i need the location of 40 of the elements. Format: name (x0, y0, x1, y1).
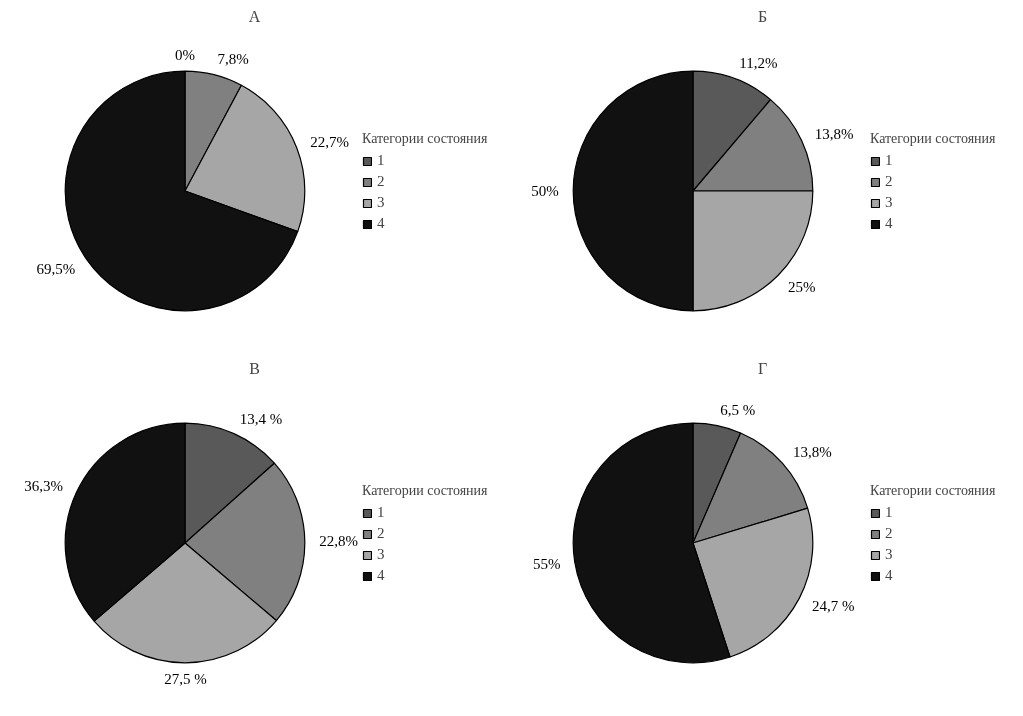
legend-title: Категории состояния (362, 131, 488, 147)
legend-label: 2 (377, 525, 386, 542)
chart-title: Б (757, 7, 768, 25)
legend-label: 2 (885, 173, 894, 190)
data-label: 50% (531, 183, 559, 199)
data-label: 13,8% (814, 125, 854, 142)
data-label: 22,7% (310, 134, 349, 151)
legend-title: Категории состояния (362, 483, 488, 499)
chart-title: В (249, 359, 260, 377)
data-label: 11,2% (739, 55, 778, 72)
data-label: 36,3% (24, 478, 64, 495)
legend-label: 1 (377, 152, 386, 169)
legend-label: 3 (377, 194, 386, 211)
legend-label: 3 (885, 194, 894, 211)
legend-label: 4 (885, 215, 894, 232)
data-label: 24,7 % (811, 597, 855, 614)
legend-label: 1 (885, 504, 894, 521)
data-label: 13,4 % (239, 410, 283, 427)
chart-title: А (248, 7, 261, 25)
legend-label: 1 (885, 152, 894, 169)
legend-label: 4 (885, 567, 894, 584)
legend-label: 4 (377, 567, 386, 584)
legend-title: Категории состояния (870, 131, 996, 147)
data-label: 13,8% (793, 444, 832, 461)
data-label: 7,8% (217, 51, 249, 68)
text: 0% (175, 47, 196, 63)
chart-title: Г (757, 359, 768, 377)
data-label: 22,8% (319, 533, 358, 550)
data-label: 25% (787, 279, 816, 296)
legend-label: 4 (377, 215, 386, 232)
data-label: 69,5% (36, 261, 76, 278)
data-label: 55% (532, 556, 561, 573)
legend-title: Категории состояния (870, 483, 996, 499)
legend-label: 3 (377, 546, 386, 563)
data-label: 6,5 % (720, 401, 756, 418)
legend-label: 1 (377, 504, 386, 521)
data-label: 27,5 % (164, 671, 207, 687)
legend-label: 2 (885, 525, 894, 542)
legend-label: 3 (885, 546, 894, 563)
legend-label: 2 (377, 173, 386, 190)
